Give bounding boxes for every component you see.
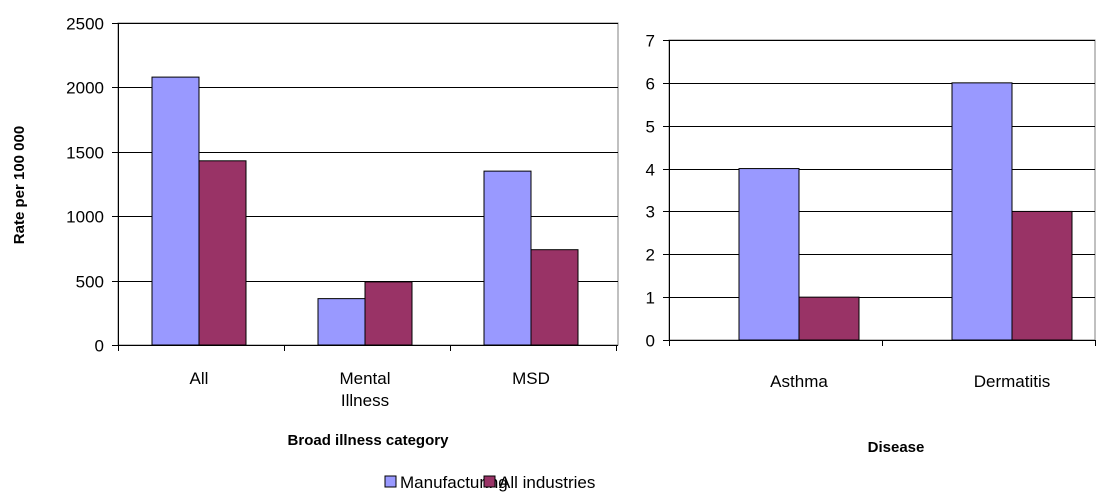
y-tick-label: 5: [646, 118, 655, 137]
y-tick-label: 2000: [66, 79, 104, 98]
bar-manufacturing: [483, 170, 532, 346]
y-tick-label: 0: [646, 332, 655, 351]
y-tick-label: 0: [95, 337, 104, 356]
x-category-label: Illness: [341, 391, 389, 410]
legend-swatch-all-industries: [483, 475, 496, 488]
bar-all-industries: [798, 296, 860, 341]
bar-all-industries: [364, 281, 413, 346]
bar-manufacturing: [151, 76, 200, 346]
bar-all-industries: [198, 160, 247, 346]
x-category-label: Asthma: [770, 372, 828, 391]
bar-all-industries: [530, 249, 579, 346]
y-tick-label: 6: [646, 75, 655, 94]
bar-manufacturing: [951, 82, 1013, 341]
y-tick-label: 7: [646, 32, 655, 51]
x-category-label: Mental: [339, 369, 390, 388]
y-tick-label: 2: [646, 246, 655, 265]
bar-manufacturing: [317, 298, 366, 346]
y-tick-label: 1: [646, 289, 655, 308]
y-tick-label: 1500: [66, 144, 104, 163]
x-category-label: All: [190, 369, 209, 388]
x-axis-title: Disease: [868, 439, 925, 456]
bar-manufacturing: [738, 168, 800, 341]
y-tick-label: 500: [76, 273, 104, 292]
y-axis-title: Rate per 100 000: [11, 126, 28, 244]
y-tick-label: 2500: [66, 15, 104, 34]
legend-swatch-manufacturing: [384, 475, 397, 488]
x-category-label: Dermatitis: [974, 372, 1051, 391]
y-tick-label: 1000: [66, 208, 104, 227]
bar-all-industries: [1011, 210, 1073, 341]
y-tick-label: 3: [646, 203, 655, 222]
legend-label: Manufacturing: [400, 473, 508, 492]
x-axis-title: Broad illness category: [288, 432, 450, 449]
x-category-label: MSD: [512, 369, 550, 388]
legend-label: All industries: [499, 473, 595, 492]
y-tick-label: 4: [646, 161, 655, 180]
